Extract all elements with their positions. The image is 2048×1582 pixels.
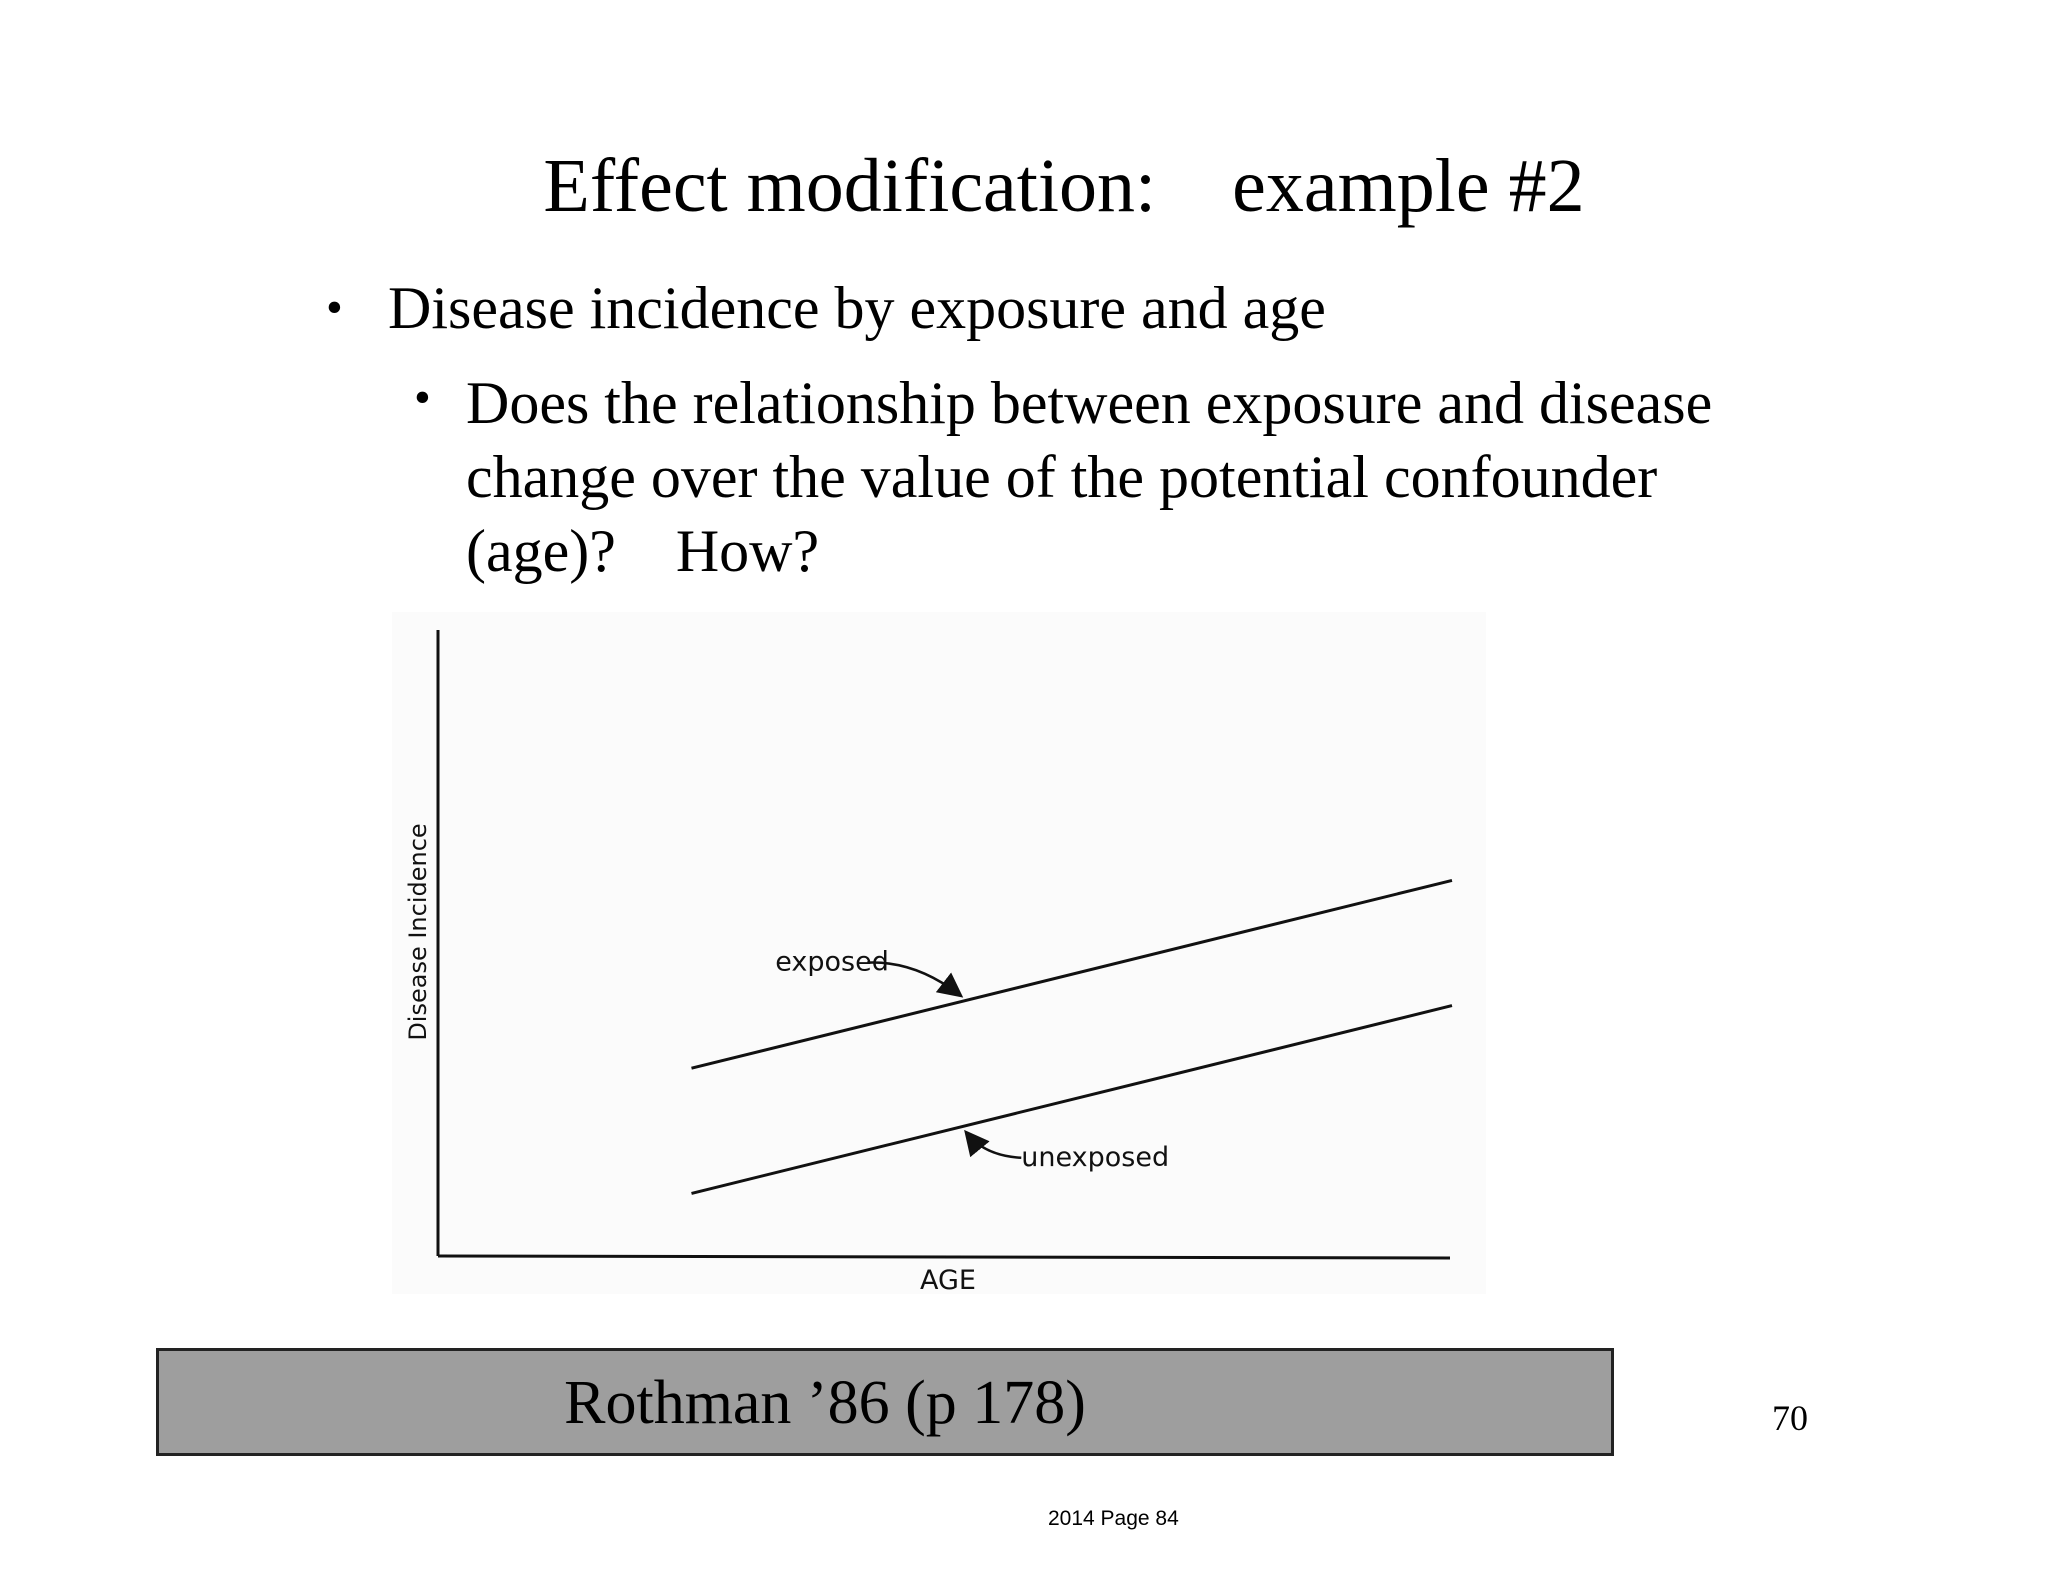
series-label-exposed: exposed: [775, 947, 889, 978]
bullet-icon: •: [414, 371, 431, 424]
bullet-level2: • Does the relationship between exposure…: [414, 366, 1806, 588]
x-axis: [437, 1254, 1451, 1260]
series-line-exposed: [691, 878, 1453, 1070]
citation-text: Rothman ’86 (p 178): [564, 1369, 1086, 1437]
page-footer: 2014 Page 84: [1048, 1507, 1179, 1530]
series-layer: exposed unexposed: [691, 878, 1453, 1195]
series-line-unexposed: [691, 1004, 1453, 1195]
incidence-chart: Disease Incidence AGE exposed unexposed: [404, 630, 1453, 1294]
bullet-icon: •: [326, 281, 343, 334]
bullet-level1: • Disease incidence by exposure and age: [326, 276, 1326, 340]
slide-number: 70: [1772, 1398, 1808, 1438]
bullet-text: Does the relationship between exposure a…: [466, 370, 1728, 584]
arrow-icon: [964, 1129, 1022, 1160]
x-axis-label: AGE: [920, 1265, 976, 1294]
citation-box: Rothman ’86 (p 178): [156, 1348, 1614, 1456]
series-label-unexposed: unexposed: [1021, 1142, 1169, 1173]
bullet-text: Disease incidence by exposure and age: [388, 275, 1326, 341]
slide-title: Effect modification: example #2: [543, 144, 1585, 228]
arrow-icon: [867, 961, 964, 998]
figure-background: [392, 612, 1486, 1294]
y-axis-label: Disease Incidence: [404, 823, 432, 1040]
